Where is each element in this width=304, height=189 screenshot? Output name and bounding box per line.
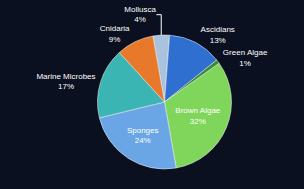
svg-text:Sponges24%: Sponges24%: [127, 126, 159, 145]
svg-text:Ascidians13%: Ascidians13%: [201, 25, 235, 44]
svg-text:Marine Microbes17%: Marine Microbes17%: [36, 72, 95, 91]
svg-text:Brown Algae32%: Brown Algae32%: [175, 106, 220, 125]
svg-text:Mollusca4%: Mollusca4%: [124, 5, 156, 24]
svg-text:Cnidaria9%: Cnidaria9%: [100, 24, 130, 43]
svg-text:Green Algae1%: Green Algae1%: [223, 48, 268, 67]
